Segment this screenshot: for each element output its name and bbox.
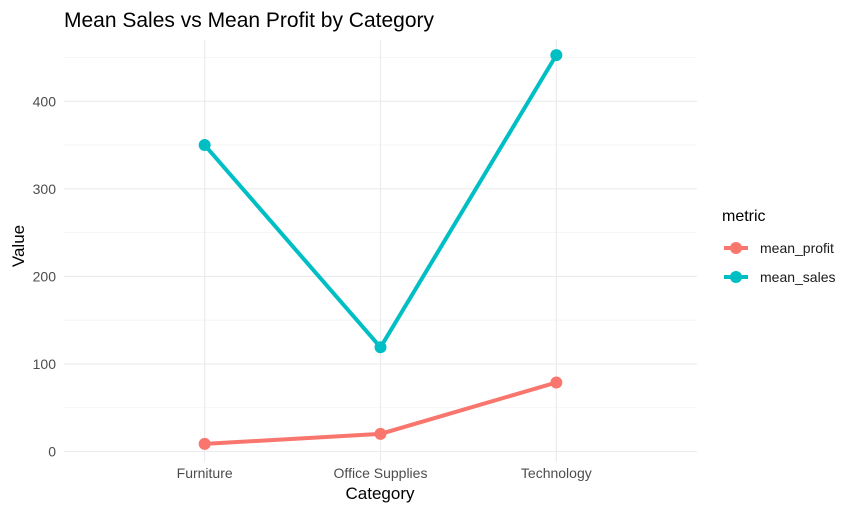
y-tick-label: 200 xyxy=(33,268,57,284)
chart-title: Mean Sales vs Mean Profit by Category xyxy=(64,9,435,32)
legend-item: mean_profit xyxy=(724,240,834,256)
grid xyxy=(64,40,697,462)
y-tick-label: 0 xyxy=(48,443,56,459)
y-tick-label: 400 xyxy=(33,93,57,109)
data-point xyxy=(198,139,211,152)
series-mean_sales xyxy=(198,49,563,354)
series-layer xyxy=(198,49,563,450)
data-point xyxy=(198,437,211,450)
x-tick-label: Furniture xyxy=(177,465,233,481)
x-tick-label: Technology xyxy=(521,465,592,481)
legend-label: mean_sales xyxy=(760,269,836,285)
data-point xyxy=(550,49,563,62)
x-axis-ticks: Furniture Office Supplies Technology xyxy=(177,465,592,481)
legend-key-point xyxy=(730,271,742,283)
data-point xyxy=(374,427,387,440)
y-axis-ticks: 0 100 200 300 400 xyxy=(33,93,57,459)
y-tick-label: 100 xyxy=(33,356,57,372)
data-point xyxy=(374,341,387,354)
series-mean_profit xyxy=(198,376,563,450)
y-axis-title: Value xyxy=(9,225,28,267)
legend-label: mean_profit xyxy=(760,240,834,256)
x-axis-title: Category xyxy=(346,484,415,503)
legend-key-point xyxy=(730,242,742,254)
legend: metric mean_profit mean_sales xyxy=(722,208,836,285)
y-tick-label: 300 xyxy=(33,181,57,197)
x-tick-label: Office Supplies xyxy=(334,465,428,481)
legend-item: mean_sales xyxy=(724,269,836,285)
data-point xyxy=(550,376,563,389)
legend-title: metric xyxy=(722,208,766,225)
